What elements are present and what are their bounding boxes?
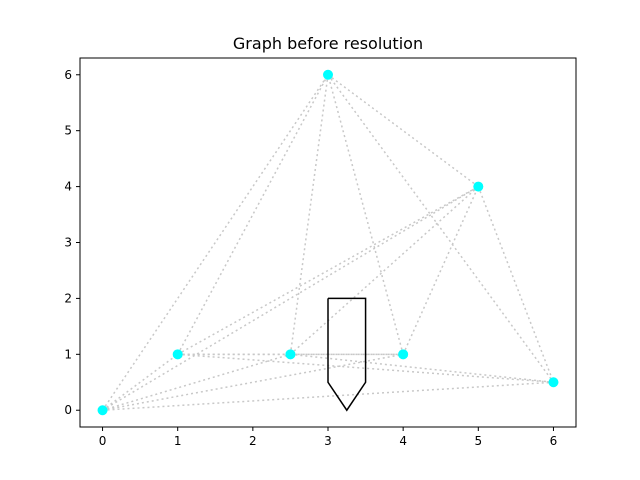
graph-edge: [290, 353, 554, 384]
graph-edge: [102, 353, 179, 411]
graph-node: [285, 349, 296, 360]
x-tick-label: 4: [399, 434, 407, 448]
graph-edge: [102, 185, 479, 411]
y-tick-label: 5: [64, 124, 72, 138]
graph-node: [323, 69, 333, 80]
graph-node: [398, 349, 409, 360]
graph-edge: [289, 186, 479, 355]
y-tick-label: 0: [64, 403, 72, 417]
y-tick-label: 4: [64, 180, 72, 194]
edges-layer: [101, 74, 555, 411]
obstacle-outline: [327, 297, 367, 412]
x-tick-label: 2: [249, 434, 257, 448]
graph-edge: [289, 74, 329, 355]
x-tick-label: 0: [99, 434, 107, 448]
y-tick-label: 2: [64, 291, 72, 305]
x-axis-ticks: 0 1 2 3 4 5 6: [99, 427, 558, 448]
y-tick-label: 6: [64, 68, 72, 82]
graph-node: [97, 405, 108, 416]
x-tick-label: 6: [550, 434, 558, 448]
graph-edge: [402, 186, 479, 355]
y-tick-label: 1: [64, 347, 72, 361]
graph-edge: [477, 186, 555, 383]
graph-edge: [101, 74, 329, 411]
y-tick-label: 3: [64, 236, 72, 250]
graph-edge: [327, 74, 555, 383]
nodes-layer: [97, 69, 559, 416]
graph-edge: [327, 74, 479, 188]
graph-edge: [102, 353, 291, 411]
x-tick-label: 5: [474, 434, 482, 448]
graph-node: [548, 377, 559, 388]
y-axis-ticks: 0 1 2 3 4 5 6: [64, 68, 80, 417]
x-tick-label: 3: [324, 434, 332, 448]
graph-edge: [327, 74, 404, 355]
graph-edge: [177, 185, 479, 355]
graph-node: [473, 181, 484, 192]
obstacle-layer: [327, 297, 367, 412]
graph-edge: [102, 381, 554, 411]
graph-edge: [102, 353, 404, 411]
chart-title: Graph before resolution: [233, 34, 423, 53]
x-tick-label: 1: [174, 434, 182, 448]
graph-node: [172, 349, 183, 360]
